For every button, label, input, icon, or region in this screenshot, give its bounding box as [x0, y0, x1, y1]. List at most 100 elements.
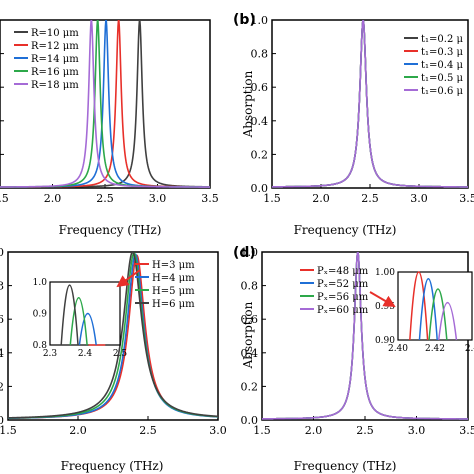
inset-curve-2 [418, 278, 438, 341]
inset-y-tick-label: 0.90 [375, 336, 395, 346]
y-tick-label: 0 [0, 414, 4, 427]
legend-label: t₁=0.4 μ [421, 60, 463, 71]
y-tick-label: 0.0 [241, 414, 259, 427]
series-line-5 [272, 20, 468, 188]
panel-b-xlabel: Frequency (THz) [294, 223, 397, 237]
y-tick-label: 4 [0, 347, 4, 360]
legend-label: H=6 μm [152, 299, 195, 310]
x-tick-label: 2.0 [69, 424, 87, 437]
inset-curve-2 [78, 312, 97, 346]
inset-x-tick-label: 2.3 [43, 349, 58, 359]
inset-y-tick-label: 1.00 [375, 268, 395, 278]
y-tick-label: 0.6 [241, 313, 259, 326]
x-tick-label: 3.5 [459, 424, 474, 437]
legend-label: R=14 μm [31, 54, 79, 65]
legend-label: H=4 μm [152, 273, 195, 284]
legend-label: t₁=0.5 μ [421, 73, 463, 84]
series-line-1 [272, 20, 468, 188]
panel-d-inset-arrow [369, 291, 396, 308]
y-tick-label: 1.0 [241, 246, 259, 259]
legend-label: t₁=0.3 μ [421, 47, 463, 58]
series-line-4 [8, 252, 218, 419]
series-line-5 [0, 20, 210, 188]
y-tick-label: 0.0 [251, 182, 269, 195]
legend-label: Pₓ=48 μm [317, 266, 369, 277]
series-line-4 [272, 20, 468, 188]
panel-c-inset-arrow [116, 269, 141, 288]
panel-c: 1.5 2.0 2.5 3.0 0 2 4 6 8 0 H=3 μm H=4 μm H=5 μm H=6 … [0, 246, 227, 437]
inset-x-tick-label: 2.4 [465, 344, 474, 354]
x-tick-label: 2.0 [305, 424, 323, 437]
inset-curve-4 [437, 302, 458, 341]
x-tick-label: 2.5 [361, 192, 379, 205]
inset-y-tick-label: 0.8 [33, 341, 48, 351]
y-tick-label: 0.4 [251, 115, 269, 128]
panel-label-d: (d) [233, 245, 256, 261]
legend-label: Pₓ=60 μm [317, 305, 369, 316]
inset-x-tick-label: 2.4 [78, 349, 93, 359]
y-tick-label: 6 [0, 313, 4, 326]
legend-label: H=5 μm [152, 286, 195, 297]
inset-curve-1 [409, 271, 429, 341]
legend-label: t₁=0.6 μ [421, 86, 463, 97]
inset-frame [49, 281, 121, 346]
inset-curve-4 [60, 284, 79, 346]
x-tick-label: 3.0 [410, 192, 428, 205]
inset-y-tick-label: 1.0 [33, 278, 48, 288]
legend-label: R=12 μm [31, 41, 79, 52]
y-tick-label: 2 [0, 380, 4, 393]
y-tick-label: 0.6 [251, 81, 269, 94]
panel-d-inset: 2.40 2.42 2.4 0.90 0.95 1.00 [375, 268, 474, 354]
panel-a-xlabel: Frequency (THz) [59, 223, 162, 237]
series-line-3 [272, 20, 468, 188]
legend-label: Pₓ=56 μm [317, 292, 369, 303]
x-tick-label: 2.5 [356, 424, 374, 437]
y-tick-label: 1.0 [251, 14, 269, 27]
series-line-2 [272, 20, 468, 188]
legend-label: R=18 μm [31, 80, 79, 91]
inset-y-tick-label: 0.95 [375, 302, 395, 312]
inset-x-tick-label: 2.40 [388, 344, 408, 354]
series-line-4 [262, 252, 468, 420]
x-tick-label: 1.5 [253, 424, 271, 437]
inset-x-tick-label: 2.42 [425, 344, 445, 354]
panel-d-xlabel: Frequency (THz) [294, 459, 397, 473]
panel-d-ylabel: Absorption [241, 301, 255, 369]
panel-label-b: (b) [233, 12, 256, 28]
panel-b: 1.5 2.0 2.5 3.0 3.5 0.0 0.2 0.4 0.6 0.8 1.0 t₁=0.2 … [251, 14, 474, 205]
legend-label: H=3 μm [152, 260, 195, 271]
x-tick-label: 1.5 [263, 192, 281, 205]
inset-curve-3 [428, 288, 448, 341]
inset-frame [397, 271, 473, 341]
panel-a: 1.52.02.53.03.5024680R=10 μmR=12 μmR=14 … [0, 19, 219, 205]
legend-label: t₁=0.2 μ [421, 34, 463, 45]
y-tick-label: 0.8 [251, 48, 269, 61]
y-tick-label: 0.2 [241, 380, 259, 393]
panel-c-frame [7, 251, 219, 421]
inset-y-tick-label: 0.9 [33, 310, 48, 320]
x-tick-label: 2.5 [96, 192, 114, 205]
x-tick-label: 3.0 [149, 192, 167, 205]
panel-b-frame [271, 19, 469, 189]
legend-label: Pₓ=52 μm [317, 279, 369, 290]
y-tick-label: 0 [0, 246, 4, 259]
x-tick-label: 3.0 [209, 424, 227, 437]
x-tick-label: 2.5 [139, 424, 157, 437]
x-tick-label: 1.5 [0, 424, 17, 437]
legend-label: R=10 μm [31, 28, 79, 39]
panel-c-xlabel: Frequency (THz) [61, 459, 164, 473]
panel-d: 1.5 2.0 2.5 3.0 3.5 0.0 0.2 0.4 0.6 0.8 1.0 Pₓ=48 μ… [241, 246, 474, 437]
x-tick-label: 2.0 [44, 192, 62, 205]
x-tick-label: 3.5 [201, 192, 219, 205]
x-tick-label: 2.0 [312, 192, 330, 205]
panel-b-ylabel: Absorption [241, 70, 255, 138]
x-tick-label: 1.5 [0, 192, 9, 205]
inset-curve-3 [69, 297, 88, 346]
y-tick-label: 0.8 [241, 280, 259, 293]
y-tick-label: 0.4 [241, 347, 259, 360]
y-tick-label: 8 [0, 280, 4, 293]
x-tick-label: 3.5 [459, 192, 474, 205]
legend-label: R=16 μm [31, 67, 79, 78]
panel-c-inset: 2.3 2.4 2.5 0.8 0.9 1.0 [33, 278, 128, 359]
